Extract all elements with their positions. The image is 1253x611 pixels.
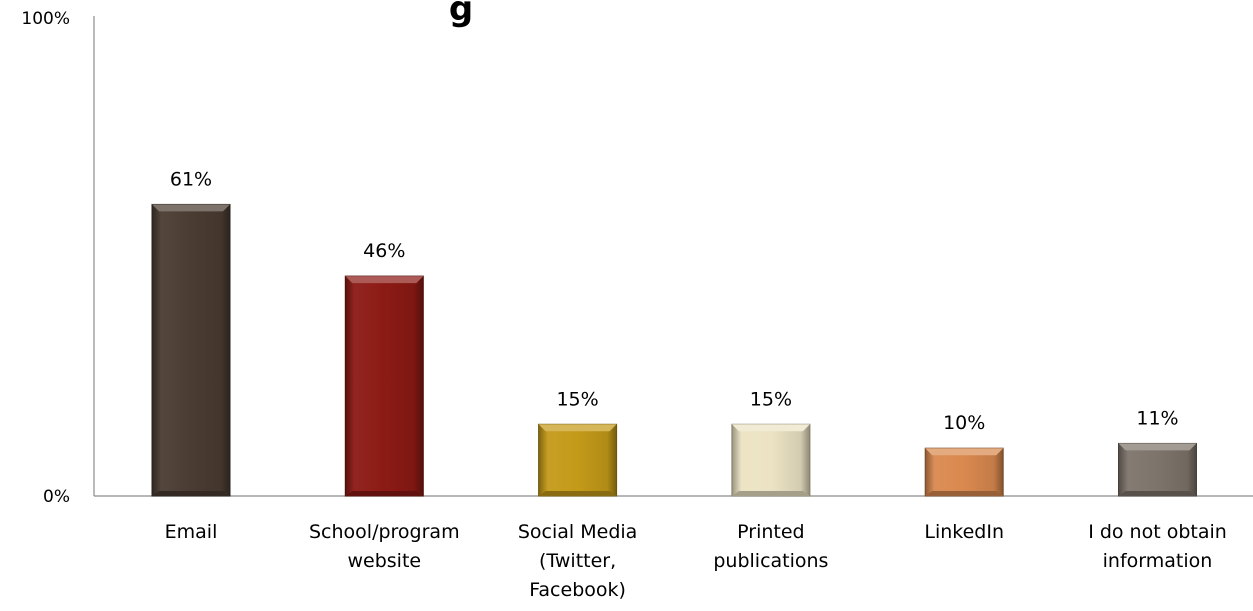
bar — [731, 423, 811, 497]
x-tick-label-line: (Twitter, — [539, 550, 616, 572]
x-tick-label-line: publications — [713, 550, 828, 572]
data-label: 10% — [943, 412, 985, 434]
x-tick-label: I do not obtain information — [1088, 521, 1227, 572]
bar-body — [538, 423, 618, 497]
bar-bevel-bottom — [925, 491, 1004, 496]
x-tick-label-line: website — [347, 550, 421, 572]
x-tick-label-line: School/program — [309, 521, 460, 543]
labels: 61% Email 46% School/program website 15% Socia… — [165, 168, 1227, 601]
data-label: 11% — [1136, 407, 1178, 429]
x-tick-label: School/program website — [309, 521, 460, 572]
axes: 0% 100% — [21, 9, 1253, 507]
x-tick-label: Printed publications — [713, 521, 828, 572]
x-tick-label-line: Facebook) — [529, 579, 626, 601]
bar — [1118, 442, 1197, 497]
bar-bevel-bottom — [538, 491, 617, 496]
x-tick-label-line: Social Media — [518, 521, 637, 543]
bar-body — [924, 447, 1004, 497]
x-tick-label-line: Printed — [737, 521, 804, 543]
bars — [151, 203, 1197, 497]
y-tick-label: 100% — [21, 9, 70, 29]
x-tick-label-line: Email — [165, 521, 218, 543]
bar-bevel-bottom — [1118, 491, 1197, 496]
x-tick-label-line: I do not obtain — [1088, 521, 1227, 543]
x-tick-label: Email — [165, 521, 218, 543]
y-tick-label: 0% — [43, 487, 70, 507]
chart-title: g — [449, 0, 473, 29]
data-label: 61% — [170, 168, 212, 190]
bar-bevel-top — [925, 448, 1004, 456]
data-label: 15% — [556, 388, 598, 410]
bar-bevel-bottom — [731, 491, 810, 496]
x-tick-label: Social Media (Twitter, Facebook) — [518, 521, 637, 601]
bar — [151, 203, 231, 497]
bar-bevel-bottom — [345, 491, 424, 496]
bar-body — [731, 423, 811, 497]
bar-bevel-top — [152, 204, 230, 212]
bar — [538, 423, 618, 497]
bar-bevel-top — [345, 276, 424, 284]
bar-bevel-top — [1118, 443, 1197, 451]
data-label: 46% — [363, 240, 405, 262]
bar-body — [344, 275, 424, 497]
bar-body — [151, 203, 231, 497]
bar-body — [1118, 442, 1197, 497]
bar-bevel-top — [731, 424, 810, 432]
x-tick-label-line: information — [1103, 550, 1213, 572]
bar-bevel-top — [538, 424, 617, 432]
bar — [344, 275, 424, 497]
x-tick-label: LinkedIn — [924, 521, 1004, 543]
x-tick-label-line: LinkedIn — [924, 521, 1004, 543]
data-label: 15% — [750, 388, 792, 410]
bar — [924, 447, 1004, 497]
bar-bevel-bottom — [152, 491, 230, 496]
